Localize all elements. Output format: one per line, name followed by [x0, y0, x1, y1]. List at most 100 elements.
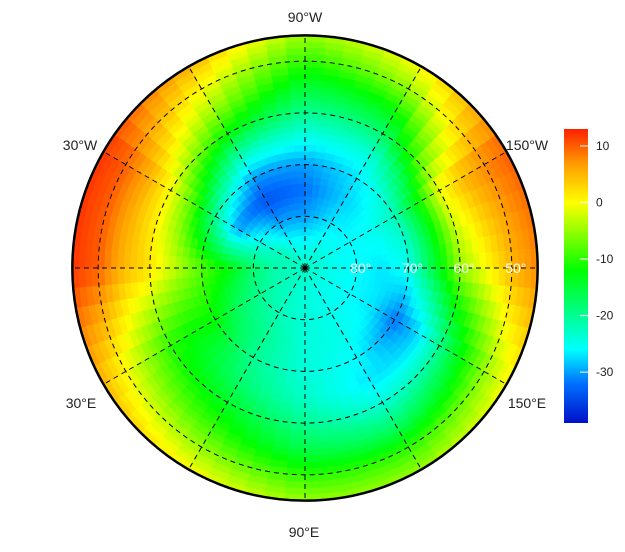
heat-cell: [304, 80, 322, 89]
heat-cell: [478, 267, 487, 285]
heat-cell: [220, 253, 229, 262]
heat-cell: [304, 351, 314, 359]
heat-cell: [304, 157, 315, 166]
heat-cell: [388, 259, 396, 269]
heat-cell: [220, 260, 229, 269]
heat-cell: [491, 267, 500, 286]
heat-cell: [304, 47, 325, 56]
heat-cell: [149, 267, 158, 282]
heat-cell: [286, 60, 306, 69]
heat-cell: [298, 196, 306, 204]
heat-cell: [227, 254, 236, 263]
heat-cell: [478, 251, 487, 269]
heat-cell: [439, 255, 448, 269]
heat-cell: [304, 86, 322, 95]
heat-cell: [433, 255, 442, 269]
heat-cell: [233, 255, 242, 263]
heatmap-cells: [71, 34, 538, 501]
heat-cell: [296, 351, 306, 359]
heat-cell: [304, 93, 321, 101]
heat-cell: [91, 267, 100, 287]
heat-cell: [375, 267, 383, 276]
heat-cell: [149, 254, 158, 269]
heat-cell: [304, 325, 311, 333]
heat-cell: [304, 402, 318, 411]
heat-cell: [304, 151, 316, 159]
heat-cell: [292, 402, 306, 411]
heat-cell: [299, 325, 306, 333]
meridian-line: [103, 151, 306, 269]
heat-cell: [304, 338, 313, 346]
colorbar-tick-label: -10: [596, 252, 614, 266]
heat-cell: [294, 318, 301, 327]
heat-cell: [287, 73, 306, 82]
colorbar-tick-label: -20: [596, 309, 614, 323]
heat-cell: [304, 164, 315, 172]
heat-cell: [292, 131, 306, 140]
heat-cell: [292, 396, 306, 405]
heat-cell: [181, 256, 190, 269]
heat-cell: [491, 250, 500, 269]
lon-label-150w: 150°W: [506, 137, 549, 153]
heat-cell: [156, 254, 164, 269]
colorbar-tick-label: 10: [596, 139, 610, 153]
heat-cell: [374, 273, 383, 282]
heat-cell: [289, 93, 306, 101]
heat-cell: [304, 409, 319, 417]
heat-cell: [311, 183, 320, 192]
heat-cell: [304, 190, 313, 198]
heat-cell: [287, 67, 306, 76]
heat-cell: [297, 344, 306, 353]
heat-cell: [304, 415, 319, 424]
heat-cell: [297, 183, 306, 192]
heat-cell: [214, 267, 222, 277]
heat-cell: [304, 441, 322, 450]
heat-cell: [304, 447, 322, 456]
heat-cell: [288, 447, 306, 456]
heat-cell: [288, 441, 306, 450]
heat-cell: [194, 258, 203, 269]
heat-cell: [291, 112, 306, 121]
heat-cell: [117, 267, 126, 285]
lon-label-150e: 150°E: [508, 395, 546, 411]
meridian-line: [304, 151, 507, 269]
heat-cell: [227, 267, 235, 276]
map-border: [71, 34, 539, 502]
heat-cell: [295, 364, 306, 372]
heat-cell: [295, 370, 306, 379]
heat-cell: [252, 263, 261, 269]
heat-cell: [304, 357, 314, 366]
heat-cell: [381, 260, 390, 269]
heat-cell: [304, 383, 317, 392]
heat-cell: [304, 364, 315, 372]
heat-cell: [439, 267, 448, 281]
heat-cell: [78, 247, 87, 269]
heat-cell: [194, 267, 203, 278]
heat-cell: [104, 267, 113, 286]
heat-cell: [304, 486, 326, 495]
heat-cell: [310, 196, 318, 205]
colorbar-tick-label: 0: [596, 196, 603, 210]
heat-cell: [289, 435, 306, 443]
heat-cell: [84, 248, 93, 269]
heat-cell: [188, 267, 196, 279]
heat-cell: [484, 267, 493, 285]
heat-cell: [304, 422, 320, 430]
heat-cell: [299, 203, 306, 211]
heat-cell: [304, 480, 325, 489]
heat-cell: [290, 428, 306, 437]
heat-cell: [293, 144, 306, 153]
heat-cell: [288, 86, 306, 95]
heat-cell: [292, 331, 300, 340]
heat-cell: [291, 119, 306, 127]
heat-cell: [299, 319, 306, 327]
heat-cell: [233, 267, 241, 275]
heat-cell: [285, 480, 306, 489]
heat-cell: [162, 255, 171, 269]
heat-cell: [97, 249, 106, 269]
heat-cell: [304, 203, 311, 211]
heat-cell: [285, 47, 306, 56]
heat-cell: [304, 99, 320, 108]
heat-cell: [162, 267, 171, 281]
